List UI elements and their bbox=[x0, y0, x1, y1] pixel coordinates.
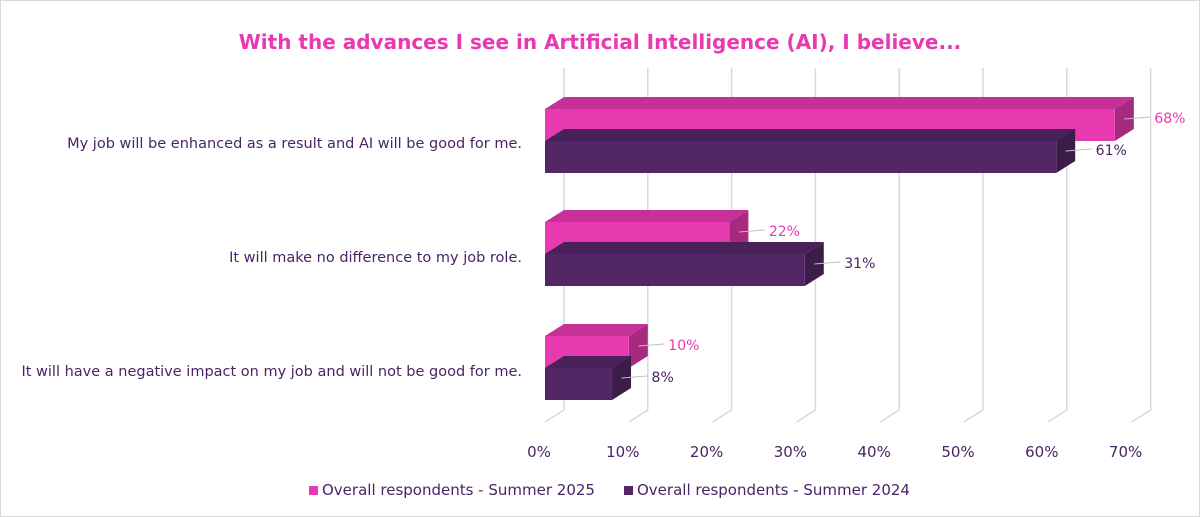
legend-label: Overall respondents - Summer 2024 bbox=[637, 481, 910, 499]
bar bbox=[545, 141, 1057, 173]
data-label: 8% bbox=[652, 370, 674, 386]
data-label: 10% bbox=[668, 338, 699, 354]
legend-label: Overall respondents - Summer 2025 bbox=[322, 481, 595, 499]
gridline bbox=[544, 409, 565, 423]
x-tick-label: 0% bbox=[527, 443, 551, 461]
chart-title: With the advances I see in Artificial In… bbox=[238, 30, 962, 54]
label-leader bbox=[814, 261, 841, 265]
label-leader bbox=[1065, 148, 1092, 152]
gridline bbox=[1131, 409, 1152, 423]
legend-item-2024: Overall respondents - Summer 2024 bbox=[624, 481, 910, 499]
x-tick-label: 50% bbox=[941, 443, 974, 461]
legend-item-2025: Overall respondents - Summer 2025 bbox=[309, 481, 595, 499]
data-label: 22% bbox=[769, 224, 800, 240]
label-leader bbox=[738, 229, 765, 233]
category-label: It will make no difference to my job rol… bbox=[229, 250, 522, 266]
data-label: 68% bbox=[1154, 111, 1185, 127]
bar bbox=[545, 254, 805, 286]
x-tick-label: 70% bbox=[1109, 443, 1142, 461]
category-label: My job will be enhanced as a result and … bbox=[67, 136, 522, 152]
bar-top-face bbox=[545, 129, 1076, 141]
bar-top-face bbox=[545, 242, 824, 254]
x-tick-label: 60% bbox=[1025, 443, 1058, 461]
x-tick-label: 10% bbox=[606, 443, 639, 461]
bar-top-face bbox=[545, 210, 749, 222]
bar-top-face bbox=[545, 324, 648, 336]
data-label: 31% bbox=[844, 256, 875, 272]
x-tick-label: 20% bbox=[690, 443, 723, 461]
x-tick-label: 30% bbox=[774, 443, 807, 461]
category-label: It will have a negative impact on my job… bbox=[21, 364, 522, 380]
label-leader bbox=[621, 375, 648, 379]
legend-swatch bbox=[309, 486, 318, 495]
data-label: 61% bbox=[1096, 143, 1127, 159]
bar-top-face bbox=[545, 356, 632, 368]
gridline bbox=[1047, 409, 1068, 423]
gridline bbox=[628, 409, 649, 423]
gridline bbox=[963, 409, 984, 423]
legend-swatch bbox=[624, 486, 633, 495]
label-leader bbox=[1124, 116, 1151, 120]
label-leader bbox=[638, 343, 665, 347]
x-tick-label: 40% bbox=[858, 443, 891, 461]
bar bbox=[545, 368, 613, 400]
bar-top-face bbox=[545, 97, 1134, 109]
gridline bbox=[879, 409, 900, 423]
gridline bbox=[795, 409, 816, 423]
gridline bbox=[712, 409, 733, 423]
